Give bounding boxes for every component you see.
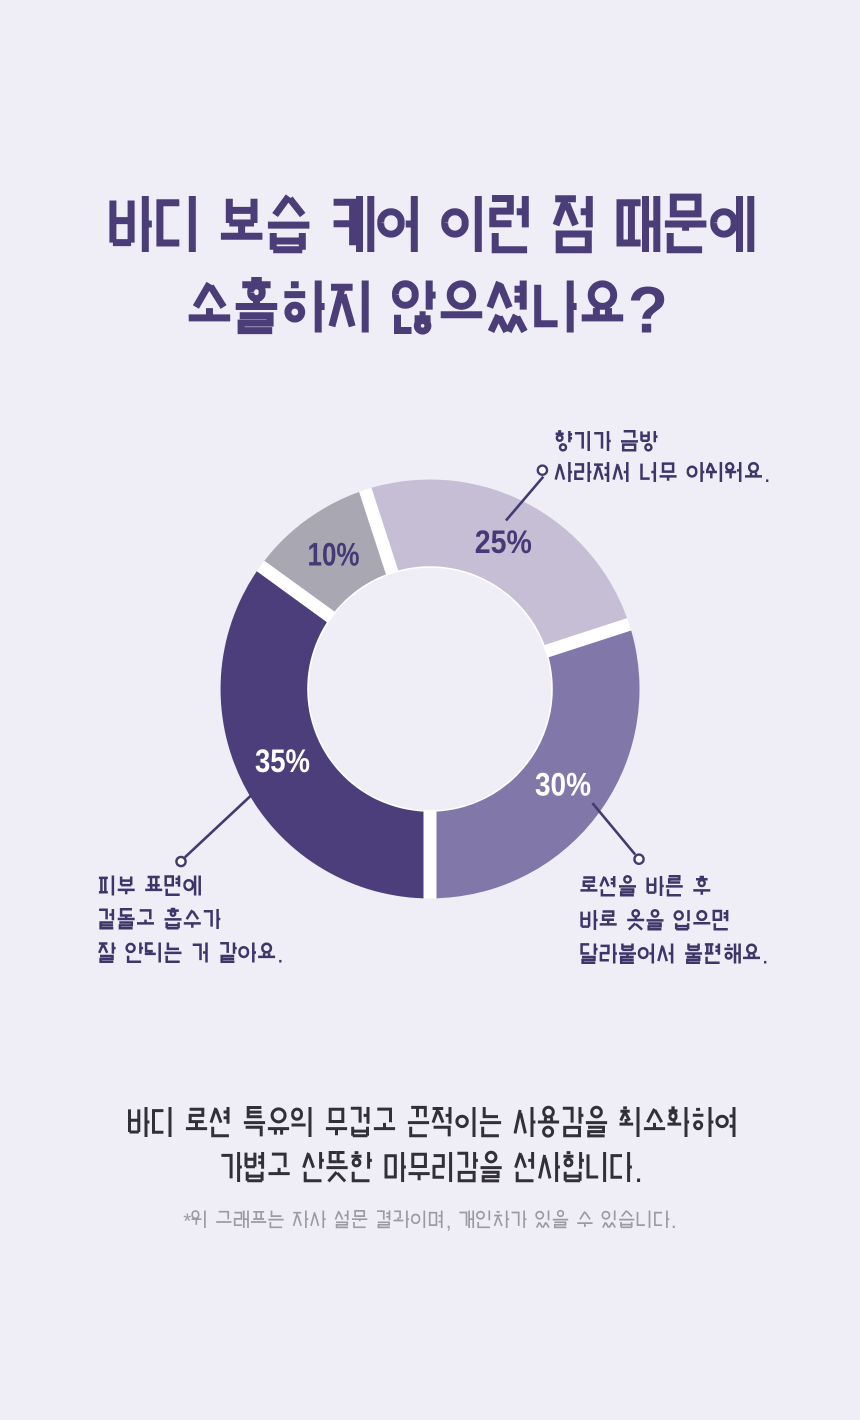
svg-text:35%: 35%: [255, 743, 310, 779]
svg-text:30%: 30%: [535, 767, 591, 803]
svg-text:.: .: [277, 942, 284, 969]
svg-text:25%: 25%: [475, 524, 532, 560]
svg-text:.: .: [762, 943, 769, 970]
svg-text:.: .: [634, 1153, 643, 1189]
svg-text:10%: 10%: [308, 537, 360, 573]
svg-text:,: ,: [446, 1210, 452, 1233]
svg-text:.: .: [671, 1210, 677, 1233]
svg-text:.: .: [764, 461, 771, 488]
svg-text:*: *: [183, 1210, 191, 1233]
svg-text:?: ?: [628, 273, 668, 347]
